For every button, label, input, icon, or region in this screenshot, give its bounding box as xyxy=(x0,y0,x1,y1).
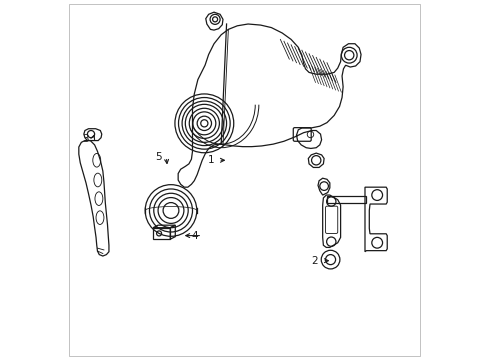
Text: 2: 2 xyxy=(311,256,317,266)
Text: 4: 4 xyxy=(191,231,198,240)
Text: 5: 5 xyxy=(155,152,162,162)
Text: 3: 3 xyxy=(81,134,88,144)
Text: 1: 1 xyxy=(207,155,214,165)
